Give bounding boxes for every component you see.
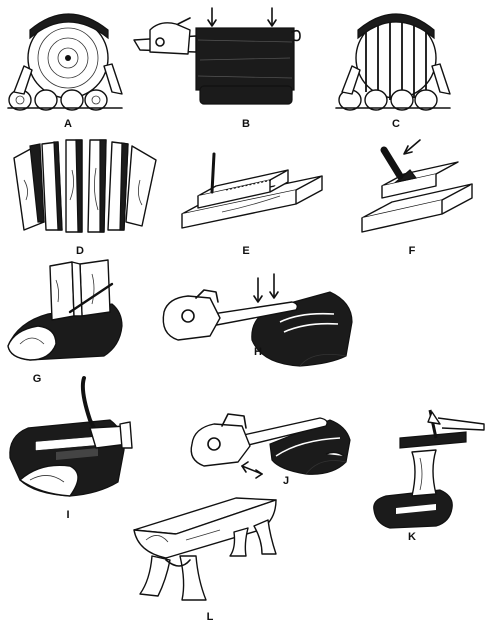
panel-label-b: B [242, 118, 250, 130]
panel-label-i: I [66, 509, 69, 521]
panel-i [9, 376, 133, 497]
panel-j [190, 413, 351, 479]
panel-l [133, 497, 277, 601]
panel-label-h: H [254, 346, 262, 358]
panel-g [7, 259, 123, 361]
panel-label-c: C [392, 118, 400, 130]
panel-label-j: J [283, 475, 289, 487]
panel-f [361, 139, 473, 233]
panel-label-e: E [242, 245, 249, 257]
panel-label-k: K [408, 531, 416, 543]
panel-c [335, 13, 451, 111]
panel-label-f: F [409, 245, 416, 257]
panel-label-a: A [64, 118, 72, 130]
panel-a [7, 13, 123, 111]
panel-k [373, 409, 485, 529]
panel-label-l: L [207, 611, 214, 623]
panel-e [181, 152, 323, 229]
panel-b [133, 7, 301, 105]
panel-h [162, 273, 353, 367]
panel-label-g: G [33, 373, 42, 385]
panel-d [13, 139, 157, 233]
panel-label-d: D [76, 245, 84, 257]
